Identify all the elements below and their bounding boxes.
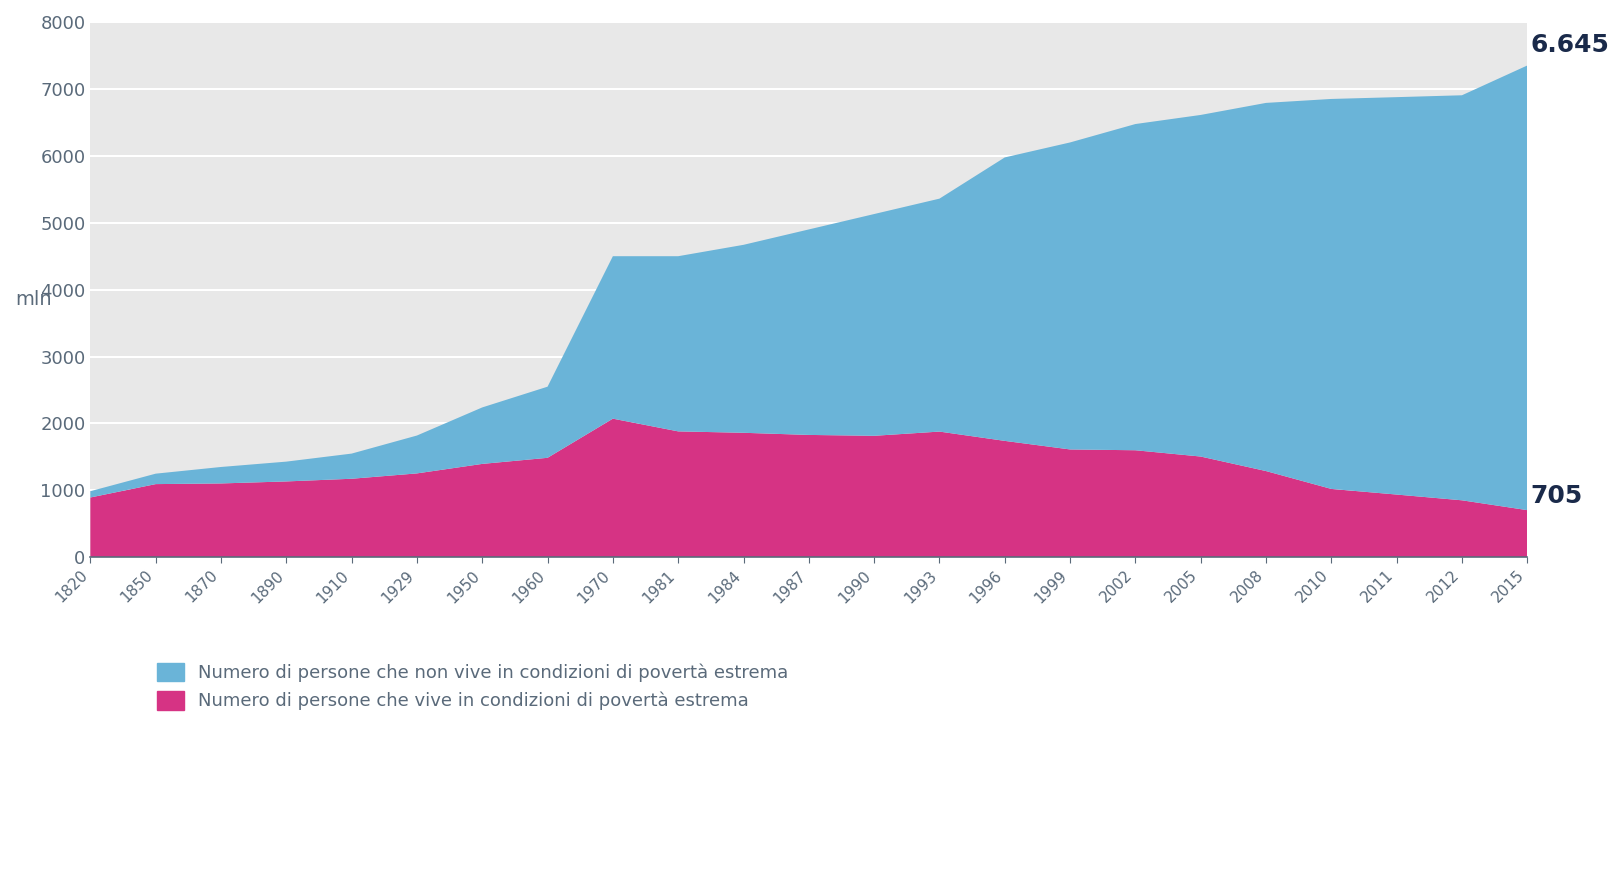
Y-axis label: mln: mln: [15, 290, 52, 309]
Legend: Numero di persone che non vive in condizioni di povertà estrema, Numero di perso: Numero di persone che non vive in condiz…: [157, 663, 789, 711]
Text: 705: 705: [1529, 484, 1582, 508]
Text: 6.645: 6.645: [1529, 33, 1608, 58]
